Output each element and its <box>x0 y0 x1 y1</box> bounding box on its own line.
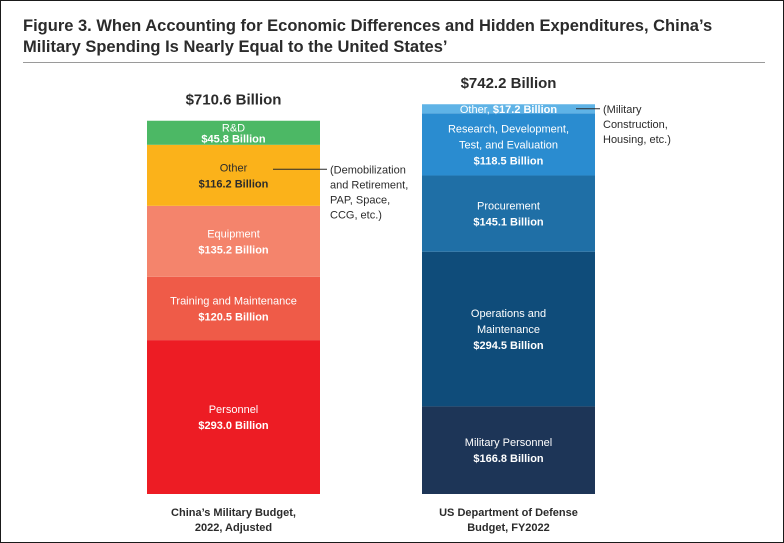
figure-title: Figure 3. When Accounting for Economic D… <box>23 17 713 56</box>
title-divider <box>23 62 765 63</box>
china-segment-label: Other <box>220 162 248 174</box>
us-note-text: (Military <box>603 104 642 116</box>
china-segment-value: $45.8 Billion <box>201 133 265 145</box>
us-segment-value: $118.5 Billion <box>474 155 544 167</box>
china-category-label: China’s Military Budget, <box>171 507 296 519</box>
us-segment-3 <box>422 113 595 176</box>
china-note-text: and Retirement, <box>330 179 408 191</box>
china-total-label: $710.6 Billion <box>186 92 282 109</box>
china-segment-label: Training and Maintenance <box>170 295 297 307</box>
china-segment-value: $135.2 Billion <box>198 244 269 256</box>
china-note-text: PAP, Space, <box>330 194 390 206</box>
us-segment-label: Operations and <box>471 308 546 320</box>
us-segment-label: Test, and Evaluation <box>459 139 558 151</box>
china-segment-value: $293.0 Billion <box>198 420 269 432</box>
us-segment-value: $145.1 Billion <box>473 217 544 229</box>
china-category-label: 2022, Adjusted <box>195 522 272 534</box>
china-segment-2 <box>147 205 320 277</box>
china-segment-label: Equipment <box>207 228 260 240</box>
us-segment-value: $294.5 Billion <box>473 340 544 352</box>
china-segment-1 <box>147 276 320 341</box>
china-segment-0 <box>147 340 320 494</box>
china-note-text: CCG, etc.) <box>330 209 382 221</box>
us-category-label: US Department of Defense <box>439 507 578 519</box>
us-category-label: Budget, FY2022 <box>467 522 550 534</box>
us-note-text: Construction, <box>603 119 668 131</box>
us-segment-0 <box>422 406 595 494</box>
us-segment-value: $166.8 Billion <box>473 453 544 465</box>
us-segment-label: Research, Development, <box>448 123 569 135</box>
us-segment-2 <box>422 175 595 252</box>
us-segment-label: Procurement <box>477 201 540 213</box>
china-segment-label: R&D <box>222 122 245 134</box>
us-note-text: Housing, etc.) <box>603 134 671 146</box>
us-segment-label: Maintenance <box>477 324 540 336</box>
china-segment-label: Personnel <box>209 404 259 416</box>
china-segment-3 <box>147 144 320 206</box>
us-segment-4 <box>422 104 595 114</box>
us-total-label: $742.2 Billion <box>461 75 557 92</box>
china-segment-value: $116.2 Billion <box>199 178 269 190</box>
china-segment-4 <box>147 120 320 145</box>
china-note-text: (Demobilization <box>330 164 406 176</box>
china-segment-value: $120.5 Billion <box>198 311 269 323</box>
us-segment-label: Military Personnel <box>465 437 552 449</box>
us-segment-label: Other, $17.2 Billion <box>460 104 558 116</box>
us-segment-1 <box>422 251 595 407</box>
